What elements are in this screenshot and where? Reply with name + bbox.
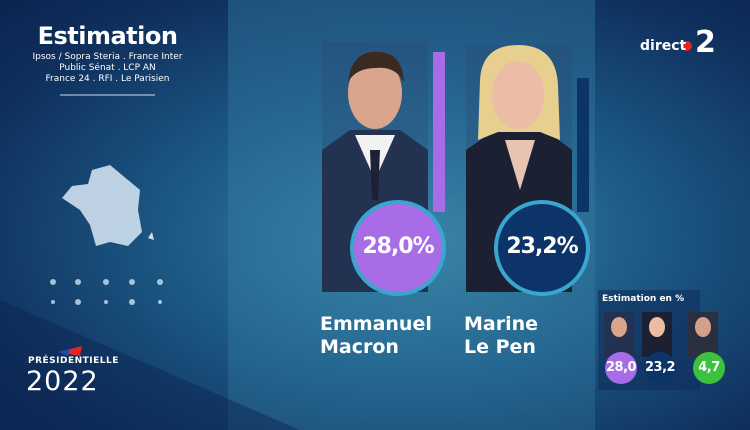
score-badge xyxy=(494,200,590,296)
first-name: Emmanuel xyxy=(320,313,432,335)
mini-badge xyxy=(693,352,725,384)
flag xyxy=(58,349,70,356)
source: France 24 . RFI . Le Parisien xyxy=(45,74,170,84)
mini-badge xyxy=(605,352,637,384)
channel-dot xyxy=(682,41,692,51)
mini-badge xyxy=(644,352,676,384)
event-year: 2022 xyxy=(26,366,99,397)
score: 28,0% xyxy=(362,234,434,259)
accent-bar xyxy=(433,52,445,212)
source: Ipsos / Sopra Steria . France Inter xyxy=(32,52,183,62)
event-name: PRÉSIDENTIELLE xyxy=(28,356,119,366)
channel-prefix: direct xyxy=(640,38,687,54)
mini-photos xyxy=(604,312,718,357)
mini-score: 23,2 xyxy=(645,360,676,375)
shape xyxy=(0,300,300,430)
last-name: Macron xyxy=(320,336,399,358)
last-name: Le Pen xyxy=(464,336,536,358)
source: Public Sénat . LCP AN xyxy=(59,63,156,73)
mini-score: 4,7 xyxy=(698,360,720,375)
mini-title: Estimation en % xyxy=(602,294,685,304)
score-badge xyxy=(350,200,446,296)
channel-number: 2 xyxy=(695,25,716,60)
mini-score: 28,0 xyxy=(606,360,637,375)
corsica xyxy=(148,232,154,240)
flag xyxy=(58,346,82,356)
accent-bar xyxy=(577,78,589,212)
france-map xyxy=(62,165,142,246)
score: 23,2% xyxy=(506,234,578,259)
overseas-territories xyxy=(50,279,163,305)
title: Estimation xyxy=(37,22,178,50)
first-name: Marine xyxy=(464,313,539,335)
